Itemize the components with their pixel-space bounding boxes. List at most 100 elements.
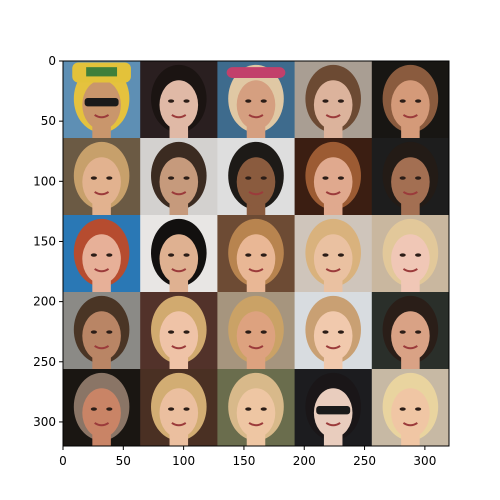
face-shape [391,80,430,130]
eye-shape [322,176,329,180]
eye-shape [245,176,252,180]
eye-shape [260,99,267,103]
face-tile [217,292,296,373]
face-tile [371,138,449,219]
face-shape [159,234,199,284]
eye-shape [183,253,190,257]
eye-shape [90,253,97,257]
visor-shape [226,67,286,78]
axes-frame [62,60,450,447]
mouth-shape [248,114,264,119]
eye-shape [106,253,113,257]
eye-shape [245,407,252,411]
face-tile [294,138,373,219]
eye-shape [399,253,406,257]
mouth-shape [94,345,110,350]
y-axis: 0 50 100 150 200 250 300 [33,54,63,429]
eye-shape [183,330,190,334]
eye-shape [322,330,329,334]
y-tick-label: 300 [33,415,56,429]
face-shape [82,388,121,438]
face-shape [313,80,353,130]
sunglasses-shape [316,405,351,415]
eye-shape [167,407,175,411]
eye-shape [106,176,113,180]
mouth-shape [325,268,341,273]
mouth-shape [171,268,187,273]
mouth-shape [94,114,110,119]
eye-shape [90,330,97,334]
face-shape [313,234,353,284]
x-tick-label: 150 [232,454,255,468]
y-tick-label: 150 [33,234,56,248]
mouth-shape [171,345,187,350]
mouth-shape [171,114,187,119]
face-tile [371,215,449,296]
mouth-shape [402,422,418,427]
eye-shape [415,99,422,103]
face-tile [63,215,141,296]
face-shape [159,80,199,130]
eye-shape [337,99,345,103]
eye-shape [322,253,329,257]
eye-shape [260,407,267,411]
x-tick-label: 100 [172,454,195,468]
face-tile [63,138,141,219]
face-tile [217,61,296,142]
face-shape [159,388,199,438]
face-tile [371,369,449,446]
face-tile [294,369,373,446]
face-tile [294,292,373,373]
face-tile [217,138,296,219]
tiles-layer [63,61,449,446]
face-tile [371,61,449,142]
face-tile [63,61,141,142]
eye-shape [260,253,267,257]
eye-shape [245,253,252,257]
face-tile [217,369,296,446]
eye-shape [399,330,406,334]
face-shape [236,157,276,207]
eye-shape [399,176,406,180]
mouth-shape [325,422,341,427]
mouth-shape [94,268,110,273]
face-shape [391,157,430,207]
x-tick-label: 300 [413,454,436,468]
x-axis: 0 50 100 150 200 250 300 [59,446,436,468]
eye-shape [415,253,422,257]
face-tile [63,369,141,446]
face-tile [294,215,373,296]
face-tile [140,138,218,219]
face-tile [140,369,218,446]
face-tile [217,215,296,296]
eye-shape [337,253,345,257]
eye-shape [245,99,252,103]
y-tick-label: 200 [33,295,56,309]
eye-shape [337,176,345,180]
eye-shape [167,330,175,334]
eye-shape [183,176,190,180]
mouth-shape [171,422,187,427]
face-tile [140,61,218,142]
mouth-shape [248,345,264,350]
face-shape [82,311,121,361]
face-shape [391,388,430,438]
y-tick-label: 100 [33,174,56,188]
eye-shape [167,176,175,180]
mouth-shape [94,422,110,427]
eye-shape [399,99,406,103]
x-tick-label: 50 [116,454,131,468]
face-shape [236,80,276,130]
face-shape [391,311,430,361]
face-shape [236,388,276,438]
x-tick-label: 250 [353,454,376,468]
face-tile [140,215,218,296]
eye-shape [167,99,175,103]
face-shape [159,157,199,207]
x-tick-label: 200 [293,454,316,468]
eye-shape [260,330,267,334]
face-shape [82,234,121,284]
face-shape [391,234,430,284]
mouth-shape [248,268,264,273]
